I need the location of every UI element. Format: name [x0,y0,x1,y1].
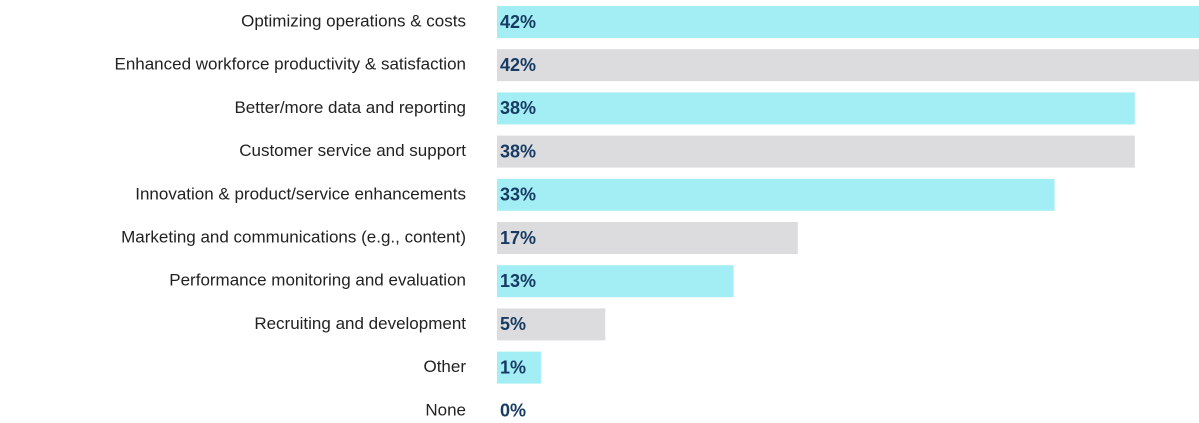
category-label: None [425,400,466,419]
value-label: 33% [500,185,536,205]
category-label: Enhanced workforce productivity & satisf… [114,55,466,74]
bar [497,135,1135,168]
bar [497,49,1199,82]
bar [497,6,1199,38]
category-label: Customer service and support [239,141,466,160]
category-label: Optimizing operations & costs [241,11,466,30]
value-label: 1% [500,357,526,377]
value-label: 38% [500,98,536,118]
category-label: Marketing and communications (e.g., cont… [121,227,466,246]
bar [497,308,606,341]
value-label: 5% [500,314,526,334]
value-label: 13% [500,271,536,291]
value-label: 17% [500,228,536,248]
category-label: Recruiting and development [254,314,466,333]
value-label: 42% [500,55,536,75]
value-label: 38% [500,141,536,161]
bar [497,222,798,254]
bar [497,92,1135,125]
category-label: Performance monitoring and evaluation [169,271,466,290]
value-label: 42% [500,12,536,32]
bar [497,265,734,298]
category-label: Better/more data and reporting [234,98,466,117]
bar [497,178,1055,211]
category-label: Innovation & product/service enhancement… [135,184,466,203]
category-label: Other [423,357,466,376]
bar [497,351,542,384]
value-label: 0% [500,401,526,421]
